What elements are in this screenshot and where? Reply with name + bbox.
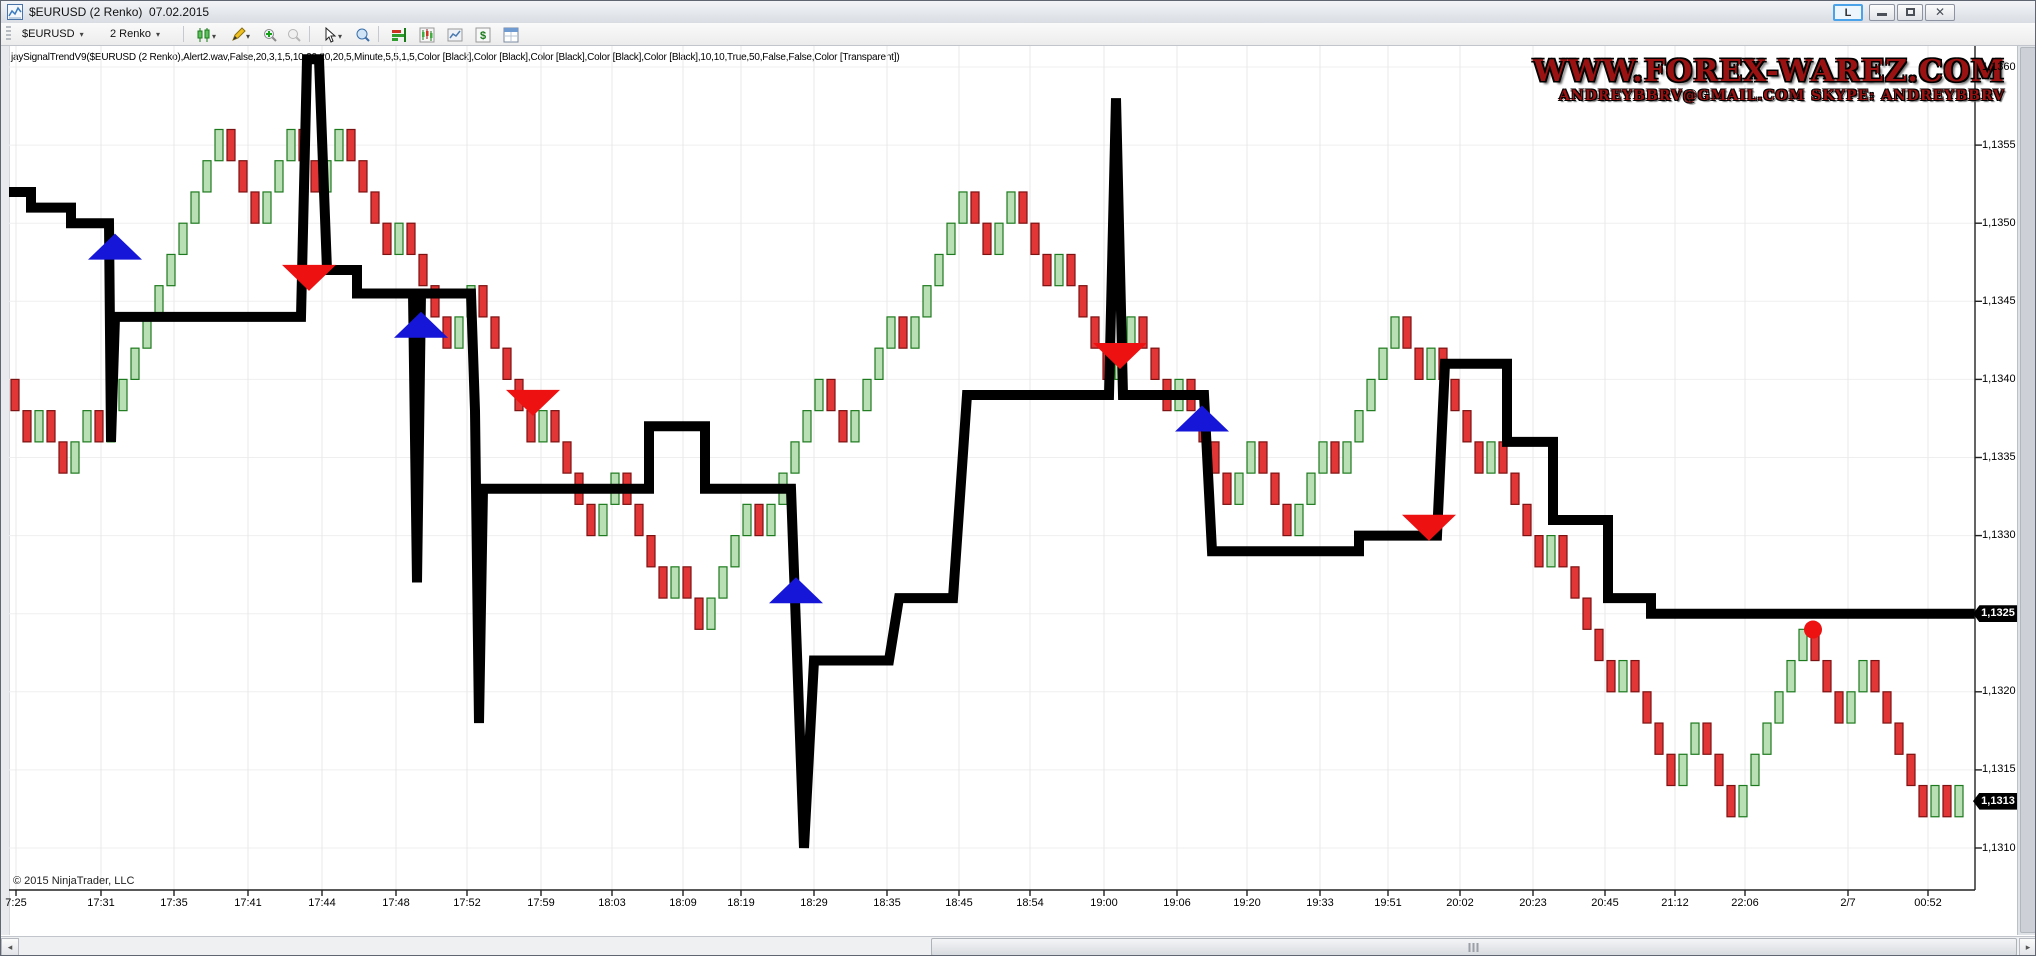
price-tick-label: 1,1350: [1982, 216, 2016, 229]
market-depth-icon: [392, 28, 406, 42]
time-tick-label: 18:45: [945, 897, 973, 909]
time-tick-label: 18:09: [669, 897, 697, 909]
restore-icon: [1905, 8, 1915, 16]
price-tick-label: 1,1340: [1982, 372, 2016, 385]
svg-text:$: $: [480, 30, 486, 42]
chart-window-icon: [7, 4, 23, 20]
time-tick-label: 19:20: [1233, 897, 1261, 909]
chart-style-button[interactable]: ▾: [190, 25, 222, 45]
price-marker-box: 1,1313: [1973, 792, 2019, 810]
cursor-button[interactable]: ▾: [316, 25, 348, 45]
time-tick-label: 17:41: [234, 897, 262, 909]
toolbar-separator: [309, 26, 310, 42]
minimize-icon: [1877, 13, 1887, 16]
minimize-button[interactable]: [1869, 4, 1895, 21]
chevron-down-icon: ▾: [79, 30, 84, 39]
chevron-down-icon: ▾: [211, 32, 216, 41]
horizontal-scrollbar-thumb[interactable]: [931, 938, 2017, 955]
indicator-label: jaySignalTrendV9($EURUSD (2 Renko),Alert…: [11, 52, 900, 63]
time-tick-label: 19:06: [1163, 897, 1191, 909]
chart-analyzer-button[interactable]: [414, 25, 440, 45]
zoom-out-icon: [288, 29, 301, 42]
price-tick-label: 1,1330: [1982, 529, 2016, 542]
time-tick-label: 18:19: [727, 897, 755, 909]
cursor-icon: [325, 26, 337, 43]
close-icon: ✕: [1934, 5, 1946, 19]
price-marker-box: 1,1325: [1973, 605, 2019, 623]
zoom-in-button[interactable]: [258, 25, 282, 45]
drawing-tools-button[interactable]: ▾: [224, 25, 256, 45]
zoom-in-icon: [264, 29, 277, 42]
drawing-tools-icon: [232, 27, 246, 41]
vertical-scrollbar[interactable]: [2017, 45, 2035, 935]
mini-chart-icon: [447, 28, 463, 42]
chart-style-icon: [197, 28, 210, 42]
time-tick-label: 17:35: [160, 897, 188, 909]
price-tick-label: 1,1355: [1982, 138, 2016, 151]
time-tick-label: 19:51: [1374, 897, 1402, 909]
time-tick-label: 7:25: [5, 897, 27, 909]
time-tick-label: 17:52: [453, 897, 481, 909]
title-bar[interactable]: $EURUSD (2 Renko) 07.02.2015 L ✕: [1, 1, 2035, 24]
data-grid-button[interactable]: [498, 25, 524, 45]
time-tick-label: 20:23: [1519, 897, 1547, 909]
data-box-button[interactable]: [350, 25, 374, 45]
data-box-icon: [356, 28, 370, 42]
time-tick-label: 00:52: [1914, 897, 1942, 909]
zoom-out-button[interactable]: [282, 25, 306, 45]
close-button[interactable]: ✕: [1925, 4, 1955, 21]
toolbar-separator: [183, 26, 184, 42]
copyright-label: © 2015 NinjaTrader, LLC: [13, 875, 135, 887]
interval-selector[interactable]: 2 Renko ▾: [105, 25, 165, 43]
time-tick-label: 17:44: [308, 897, 336, 909]
price-tick-label: 1,1360: [1982, 60, 2016, 73]
price-tick-label: 1,1320: [1982, 685, 2016, 698]
price-tick-label: 1,1310: [1982, 841, 2016, 854]
account-dollar-icon: $: [475, 27, 491, 43]
time-tick-label: 20:02: [1446, 897, 1474, 909]
time-tick-label: 19:00: [1090, 897, 1118, 909]
scroll-right-arrow-icon[interactable]: ▸: [2019, 938, 2035, 955]
window-title: $EURUSD (2 Renko) 07.02.2015: [29, 5, 210, 19]
time-tick-label: 18:54: [1016, 897, 1044, 909]
time-tick-label: 18:03: [598, 897, 626, 909]
price-tick-label: 1,1315: [1982, 763, 2016, 776]
time-tick-label: 18:35: [873, 897, 901, 909]
vertical-scrollbar-thumb[interactable]: [2020, 47, 2035, 933]
time-tick-label: 2/7: [1840, 897, 1856, 909]
toolbar-separator: [378, 26, 379, 42]
scroll-left-arrow-icon[interactable]: ◂: [1, 938, 19, 955]
chart-analyzer-icon: [419, 27, 435, 43]
time-tick-label: 19:33: [1306, 897, 1334, 909]
price-tick-label: 1,1345: [1982, 294, 2016, 307]
chevron-down-icon: ▾: [337, 32, 342, 41]
instrument-label: $EURUSD: [22, 28, 75, 40]
scrollbar-grip-icon: [1468, 943, 1480, 952]
data-grid-icon: [503, 27, 519, 43]
left-frame-strip: [1, 45, 10, 935]
time-tick-label: 17:59: [527, 897, 555, 909]
interval-label: 2 Renko: [110, 28, 151, 40]
mini-chart-button[interactable]: [442, 25, 468, 45]
horizontal-scrollbar[interactable]: ◂ ▸: [1, 936, 2035, 955]
link-button[interactable]: L: [1833, 4, 1863, 21]
chart-background: [1, 45, 2035, 935]
instrument-selector[interactable]: $EURUSD ▾: [17, 25, 89, 43]
market-depth-button[interactable]: [386, 25, 412, 45]
price-tick-label: 1,1335: [1982, 451, 2016, 463]
toolbar-grip[interactable]: [6, 26, 11, 42]
chevron-down-icon: ▾: [155, 30, 160, 39]
account-dollar-button[interactable]: $: [470, 25, 496, 45]
time-tick-label: 17:31: [87, 897, 115, 909]
time-tick-label: 21:12: [1661, 897, 1689, 909]
chart-toolbar: $EURUSD ▾ 2 Renko ▾ ▾ ▾ ▾: [1, 23, 2035, 46]
restore-button[interactable]: [1897, 4, 1923, 21]
time-tick-label: 20:45: [1591, 897, 1619, 909]
time-tick-label: 18:29: [800, 897, 828, 909]
time-tick-label: 22:06: [1731, 897, 1759, 909]
chevron-down-icon: ▾: [245, 32, 250, 41]
time-tick-label: 17:48: [382, 897, 410, 909]
